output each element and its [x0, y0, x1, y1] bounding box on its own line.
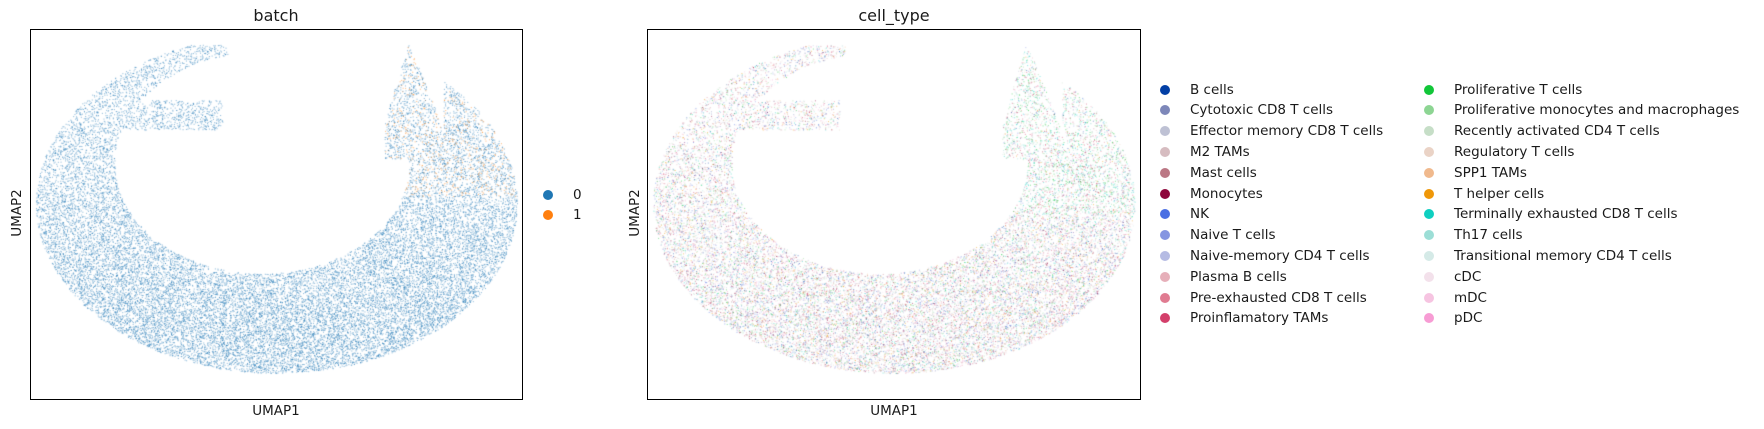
- legend-entry-th17-cells: Th17 cells: [1424, 225, 1523, 246]
- legend-entry-recently-activated-cd4-t-cells: Recently activated CD4 T cells: [1424, 121, 1660, 142]
- legend-label: Naive-memory CD4 T cells: [1190, 247, 1370, 264]
- cell-type-y-axis-label: UMAP2: [627, 189, 643, 237]
- legend-entry-mast-cells: Mast cells: [1160, 162, 1257, 183]
- legend-marker: [1424, 313, 1434, 324]
- legend-entry-m2-tams: M2 TAMs: [1160, 141, 1250, 162]
- legend-entry-pdc: pDC: [1424, 308, 1482, 329]
- legend-marker: [1424, 146, 1434, 157]
- legend-label: Cytotoxic CD8 T cells: [1190, 102, 1334, 119]
- legend-label: Regulatory T cells: [1454, 143, 1575, 160]
- legend-label: Transitional memory CD4 T cells: [1454, 247, 1672, 264]
- legend-marker: [1424, 167, 1434, 178]
- legend-marker: [1160, 209, 1170, 220]
- legend-marker: [1424, 105, 1434, 116]
- legend-marker: [1160, 313, 1170, 324]
- legend-marker: [543, 210, 553, 221]
- legend-entry-plasma-b-cells: Plasma B cells: [1160, 266, 1287, 287]
- cell-type-plot-title: cell_type: [858, 6, 930, 25]
- legend-label: Monocytes: [1190, 185, 1263, 202]
- legend-entry-mdc: mDC: [1424, 287, 1487, 308]
- legend-label: Mast cells: [1190, 164, 1257, 181]
- legend-marker: [1424, 230, 1434, 241]
- legend-label: SPP1 TAMs: [1454, 164, 1527, 181]
- legend-marker: [1160, 250, 1170, 261]
- cell-type-scatter-points: [648, 30, 1140, 399]
- legend-marker: [1160, 146, 1170, 157]
- batch-umap-plot: [30, 29, 523, 400]
- legend-marker: [1160, 105, 1170, 116]
- legend-label: Plasma B cells: [1190, 268, 1287, 285]
- legend-entry-pre-exhausted-cd8-t-cells: Pre-exhausted CD8 T cells: [1160, 287, 1367, 308]
- legend-label: cDC: [1454, 268, 1482, 285]
- legend-marker: [1424, 250, 1434, 261]
- legend-label: Proliferative monocytes and macrophages: [1454, 102, 1740, 119]
- legend-marker: [543, 189, 553, 200]
- legend-label: B cells: [1190, 81, 1234, 98]
- legend-label: 1: [573, 207, 582, 224]
- legend-marker: [1160, 230, 1170, 241]
- legend-marker: [1424, 292, 1434, 303]
- legend-entry-t-helper-cells: T helper cells: [1424, 183, 1544, 204]
- legend-marker: [1424, 188, 1434, 199]
- legend-entry-terminally-exhausted-cd8-t-cells: Terminally exhausted CD8 T cells: [1424, 204, 1678, 225]
- legend-label: pDC: [1454, 310, 1483, 327]
- legend-entry-proliferative-t-cells: Proliferative T cells: [1424, 79, 1582, 100]
- legend-entry-cdc: cDC: [1424, 266, 1481, 287]
- legend-label: Effector memory CD8 T cells: [1190, 123, 1384, 140]
- legend-label: NK: [1190, 206, 1209, 223]
- legend-label: Recently activated CD4 T cells: [1454, 123, 1660, 140]
- legend-marker: [1160, 126, 1170, 137]
- batch-scatter-points: [31, 30, 522, 399]
- legend-entry-monocytes: Monocytes: [1160, 183, 1263, 204]
- legend-entry-naive-memory-cd4-t-cells: Naive-memory CD4 T cells: [1160, 245, 1370, 266]
- legend-label: Terminally exhausted CD8 T cells: [1454, 206, 1678, 223]
- legend-label: mDC: [1454, 289, 1487, 306]
- legend-marker: [1160, 271, 1170, 282]
- legend-entry-spp1-tams: SPP1 TAMs: [1424, 162, 1527, 183]
- legend-marker: [1160, 167, 1170, 178]
- cell-type-x-axis-label: UMAP1: [870, 403, 918, 419]
- legend-label: Th17 cells: [1454, 227, 1523, 244]
- legend-marker: [1160, 84, 1170, 95]
- legend-entry-transitional-memory-cd4-t-cells: Transitional memory CD4 T cells: [1424, 245, 1672, 266]
- legend-entry-nk: NK: [1160, 204, 1209, 225]
- legend-entry-proliferative-monocytes-and-macrophages: Proliferative monocytes and macrophages: [1424, 100, 1739, 121]
- legend-marker: [1424, 209, 1434, 220]
- legend-entry-cytotoxic-cd8-t-cells: Cytotoxic CD8 T cells: [1160, 100, 1333, 121]
- legend-marker: [1424, 84, 1434, 95]
- legend-marker: [1424, 271, 1434, 282]
- legend-entry-regulatory-t-cells: Regulatory T cells: [1424, 141, 1574, 162]
- batch-x-axis-label: UMAP1: [252, 403, 300, 419]
- legend-label: 0: [573, 186, 582, 203]
- legend-marker: [1424, 126, 1434, 137]
- legend-label: Pre-exhausted CD8 T cells: [1190, 289, 1367, 306]
- batch-plot-title: batch: [253, 6, 299, 25]
- legend-label: Proliferative T cells: [1454, 81, 1583, 98]
- legend-marker: [1160, 188, 1170, 199]
- legend-label: Proinflamatory TAMs: [1190, 310, 1329, 327]
- legend-entry-1: 1: [543, 205, 582, 226]
- legend-entry-naive-t-cells: Naive T cells: [1160, 225, 1276, 246]
- legend-entry-proinflamatory-tams: Proinflamatory TAMs: [1160, 308, 1328, 329]
- legend-entry-effector-memory-cd8-t-cells: Effector memory CD8 T cells: [1160, 121, 1383, 142]
- legend-entry-0: 0: [543, 184, 582, 205]
- legend-label: T helper cells: [1454, 185, 1545, 202]
- legend-label: Naive T cells: [1190, 227, 1276, 244]
- legend-marker: [1160, 292, 1170, 303]
- cell-type-umap-plot: [647, 29, 1141, 400]
- legend-entry-b-cells: B cells: [1160, 79, 1234, 100]
- legend-label: M2 TAMs: [1190, 143, 1250, 160]
- batch-y-axis-label: UMAP2: [9, 189, 25, 237]
